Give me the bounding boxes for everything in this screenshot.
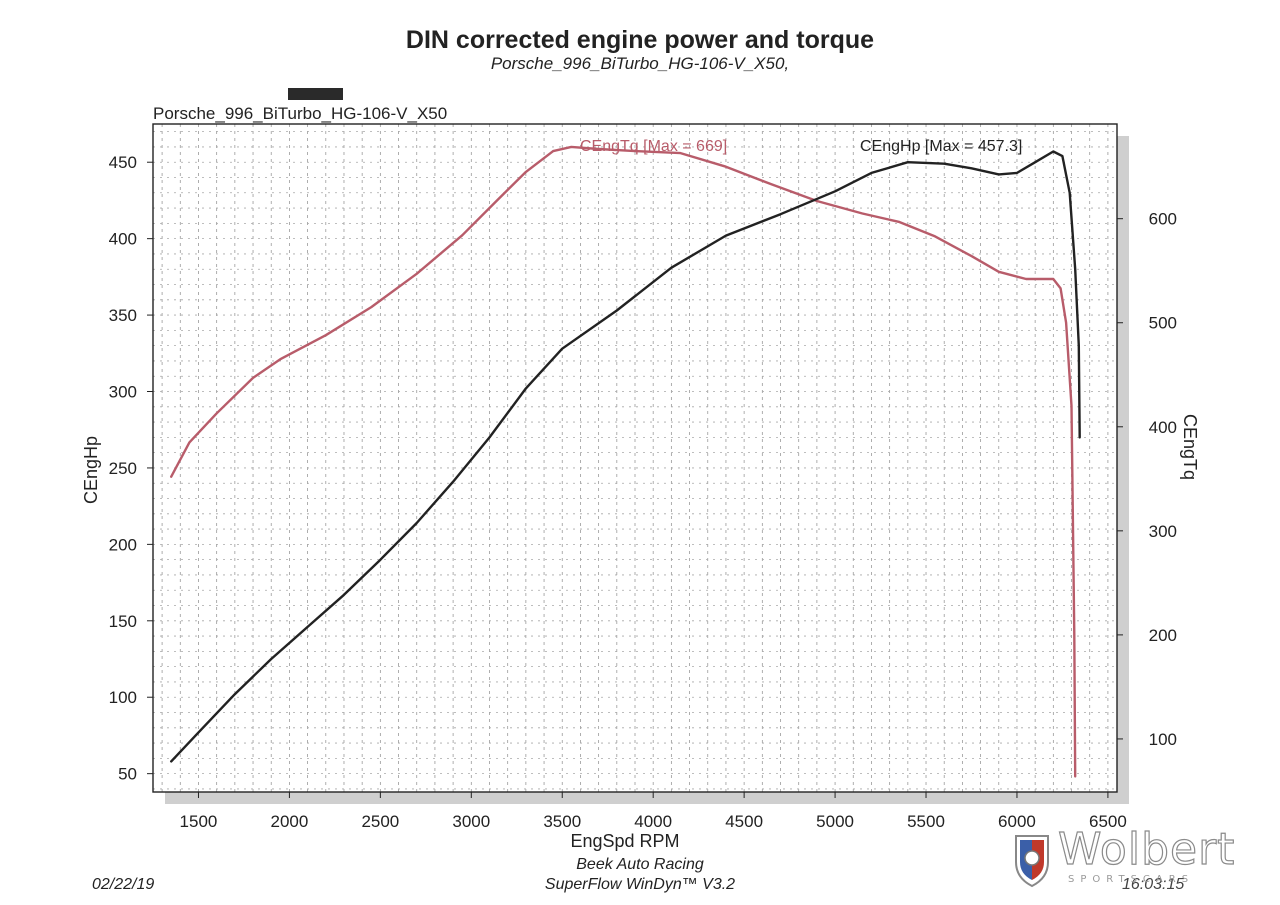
x-tick-label: 1500 bbox=[180, 812, 218, 831]
test-time: 16:03:15 bbox=[1122, 876, 1185, 893]
y-tick-label: 250 bbox=[109, 459, 137, 478]
wolbert-logo: Wolbert SPORTSCARS bbox=[1010, 823, 1260, 890]
y-tick-label: 300 bbox=[109, 383, 137, 402]
x-tick-label: 4500 bbox=[725, 812, 763, 831]
x-tick-label: 2000 bbox=[271, 812, 309, 831]
y-tick-label: 50 bbox=[118, 765, 137, 784]
series-label-cengtq: CEngTq [Max = 669] bbox=[580, 138, 727, 155]
y-tick-label: 350 bbox=[109, 306, 137, 325]
series-lines bbox=[169, 145, 1081, 778]
plot-shadow bbox=[153, 124, 1129, 804]
chart-title: DIN corrected engine power and torque bbox=[405, 26, 875, 54]
y2-tick-label: 500 bbox=[1149, 314, 1177, 333]
software-version: SuperFlow WinDyn™ V3.2 bbox=[544, 876, 736, 893]
x-tick-label: 6500 bbox=[1089, 812, 1127, 831]
logo-wordmark: Wolbert bbox=[1057, 823, 1236, 875]
redaction-bar bbox=[288, 88, 343, 100]
test-date: 02/22/19 bbox=[92, 876, 155, 893]
plot-frame bbox=[152, 123, 1118, 793]
x-tick-label: 6000 bbox=[998, 812, 1036, 831]
x-tick-label: 3500 bbox=[543, 812, 581, 831]
series-labels: CEngTq [Max = 669] CEngHp [Max = 457.3] bbox=[580, 138, 1022, 155]
y2-axis-title: CEngTq bbox=[1180, 414, 1200, 480]
y2-tick-label: 600 bbox=[1149, 210, 1177, 229]
y2-tick-label: 100 bbox=[1149, 730, 1177, 749]
y-tick-label: 200 bbox=[109, 535, 137, 554]
tick-labels: 1500 2000 2500 3000 3500 4000 4500 5000 5500 6000… bbox=[81, 153, 1200, 851]
y-tick-label: 400 bbox=[109, 230, 137, 249]
shop-name: Beek Auto Racing bbox=[576, 856, 704, 873]
series-label-cenghp: CEngHp [Max = 457.3] bbox=[860, 138, 1022, 155]
logo-subtext: SPORTSCARS bbox=[1068, 874, 1195, 885]
x-tick-label: 3000 bbox=[452, 812, 490, 831]
y-tick-label: 150 bbox=[109, 612, 137, 631]
plot-shadow-right bbox=[1117, 136, 1129, 804]
plot-border bbox=[152, 123, 1118, 793]
run-label: Porsche_996_BiTurbo_HG-106-V_X50 bbox=[153, 104, 448, 123]
plot-shadow-bottom bbox=[165, 792, 1129, 804]
y2-tick-label: 200 bbox=[1149, 626, 1177, 645]
series-line-cenghp bbox=[169, 150, 1081, 763]
x-tick-label: 5500 bbox=[907, 812, 945, 831]
x-axis-title: EngSpd RPM bbox=[570, 831, 679, 851]
chart-subtitle: Porsche_996_BiTurbo_HG-106-V_X50, bbox=[490, 54, 790, 73]
y2-tick-label: 400 bbox=[1149, 418, 1177, 437]
y-axis-title: CEngHp bbox=[81, 436, 101, 504]
y-tick-label: 100 bbox=[109, 688, 137, 707]
crest-icon bbox=[1015, 835, 1049, 888]
y-tick-label: 450 bbox=[109, 153, 137, 172]
series-line-cengtq bbox=[169, 145, 1077, 778]
x-tick-label: 2500 bbox=[361, 812, 399, 831]
plot-area bbox=[153, 124, 1117, 792]
x-tick-label: 5000 bbox=[816, 812, 854, 831]
y2-tick-label: 300 bbox=[1149, 522, 1177, 541]
x-tick-label: 4000 bbox=[634, 812, 672, 831]
